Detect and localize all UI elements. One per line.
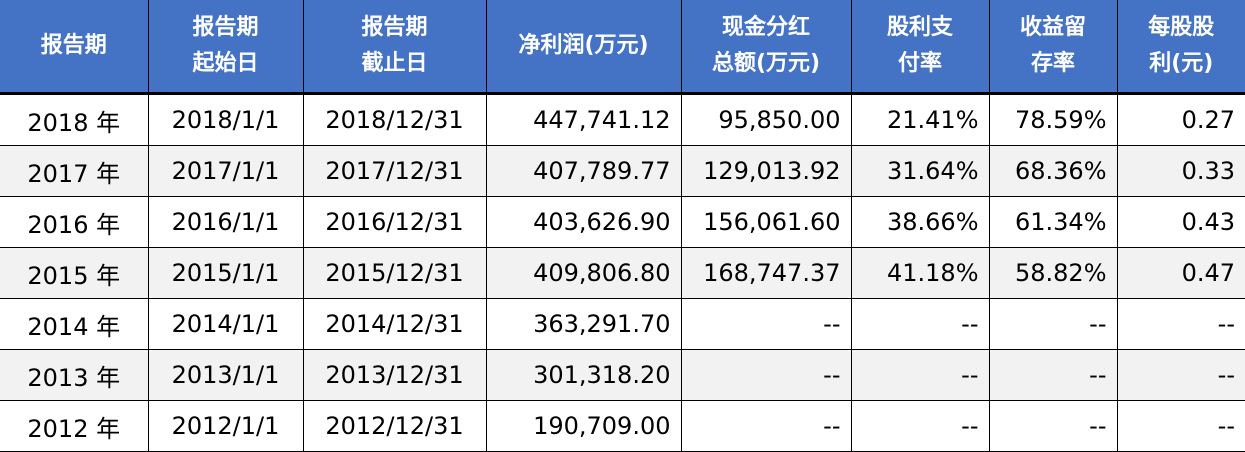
table-cell: 0.43 xyxy=(1116,196,1245,248)
table-cell: -- xyxy=(988,349,1118,401)
column-header-line: 报告期 xyxy=(361,15,428,40)
table-cell: -- xyxy=(1116,298,1245,350)
table-cell: 2015/12/31 xyxy=(302,247,487,299)
table-cell: 2016 年 xyxy=(0,196,149,248)
table-cell: 2013 年 xyxy=(0,349,149,401)
table-cell: -- xyxy=(988,298,1118,350)
column-header: 报告期 起始日 xyxy=(147,0,304,95)
table-cell: 2018 年 xyxy=(0,93,149,146)
table-cell: 407,789.77 xyxy=(485,145,682,197)
table-cell: 2018/12/31 xyxy=(302,93,487,146)
column-header-line: 利(元) xyxy=(1149,51,1214,76)
column-header: 净利润(万元) xyxy=(485,0,682,95)
table-cell: 95,850.00 xyxy=(680,93,852,146)
table-row: 2015 年 2015/1/1 2015/12/31 409,806.80 168,74… xyxy=(0,247,1245,299)
column-header-line: 存率 xyxy=(1030,51,1075,76)
table-cell: -- xyxy=(1116,349,1245,401)
column-header: 现金分红总额(万元) xyxy=(680,0,852,95)
column-header-line: 总额(万元) xyxy=(711,51,821,76)
table-cell: 403,626.90 xyxy=(485,196,682,248)
table-cell: 2012 年 xyxy=(0,400,149,452)
table-row: 2018 年 2018/1/1 2018/12/31 447,741.12 95,850… xyxy=(0,93,1245,146)
table-cell: 21.41% xyxy=(850,93,990,146)
column-header-line: 起始日 xyxy=(192,51,259,76)
table-cell: 2013/1/1 xyxy=(147,349,304,401)
table-cell: 41.18% xyxy=(850,247,990,299)
table-cell: 2014 年 xyxy=(0,298,149,350)
table-cell: 2014/12/31 xyxy=(302,298,487,350)
table-cell: 0.47 xyxy=(1116,247,1245,299)
column-header-line: 净利润(万元) xyxy=(518,33,649,58)
column-header-line: 截止日 xyxy=(361,51,428,76)
table-cell: 168,747.37 xyxy=(680,247,852,299)
table-row: 2016 年 2016/1/1 2016/12/31 403,626.90 156,06… xyxy=(0,196,1245,248)
column-header-line: 报告期 xyxy=(192,15,259,40)
table-cell: 2018/1/1 xyxy=(147,93,304,146)
table-cell: 409,806.80 xyxy=(485,247,682,299)
table-cell: 38.66% xyxy=(850,196,990,248)
table-cell: 0.27 xyxy=(1116,93,1245,146)
column-header-line: 现金分红 xyxy=(721,15,810,40)
table-cell: 31.64% xyxy=(850,145,990,197)
table-cell: -- xyxy=(850,349,990,401)
table-cell: 2015 年 xyxy=(0,247,149,299)
column-header: 股利支 付率 xyxy=(850,0,990,95)
column-header: 每股股利(元) xyxy=(1116,0,1245,95)
table-cell: 2013/12/31 xyxy=(302,349,487,401)
column-header-line: 收益留 xyxy=(1019,15,1086,40)
table-cell: 156,061.60 xyxy=(680,196,852,248)
table-cell: -- xyxy=(988,400,1118,452)
table-cell: 190,709.00 xyxy=(485,400,682,452)
table-cell: -- xyxy=(850,400,990,452)
table-cell: -- xyxy=(680,298,852,350)
table-cell: -- xyxy=(1116,400,1245,452)
table-cell: 2012/1/1 xyxy=(147,400,304,452)
table-cell: 2017/12/31 xyxy=(302,145,487,197)
table-row: 2013 年 2013/1/1 2013/12/31 301,318.20 -- -- --… xyxy=(0,349,1245,401)
table-cell: 2017 年 xyxy=(0,145,149,197)
table-cell: 61.34% xyxy=(988,196,1118,248)
table-cell: 58.82% xyxy=(988,247,1118,299)
column-header: 报告期 截止日 xyxy=(302,0,487,95)
column-header-line: 股利支 xyxy=(886,15,953,40)
table-cell: 0.33 xyxy=(1116,145,1245,197)
table-cell: 363,291.70 xyxy=(485,298,682,350)
table-cell: -- xyxy=(680,400,852,452)
table-cell: 68.36% xyxy=(988,145,1118,197)
column-header: 收益留 存率 xyxy=(988,0,1118,95)
table-row: 2017 年 2017/1/1 2017/12/31 407,789.77 129,01… xyxy=(0,145,1245,197)
table-cell: 447,741.12 xyxy=(485,93,682,146)
column-header-line: 付率 xyxy=(897,51,942,76)
table-cell: 2014/1/1 xyxy=(147,298,304,350)
table-cell: -- xyxy=(680,349,852,401)
column-header-line: 报告期 xyxy=(40,33,107,58)
column-header-line: 每股股 xyxy=(1148,15,1215,40)
table-cell: 2012/12/31 xyxy=(302,400,487,452)
table-cell: 129,013.92 xyxy=(680,145,852,197)
table-cell: 2016/1/1 xyxy=(147,196,304,248)
table-cell: -- xyxy=(850,298,990,350)
header-row: 报告期 报告期 起始日 报告期 截止日 净利润(万元) 现金分红 总额(万元) 股利支 付率 收益留… xyxy=(0,0,1245,95)
table-cell: 301,318.20 xyxy=(485,349,682,401)
table-row: 2012 年 2012/1/1 2012/12/31 190,709.00 -- -- --… xyxy=(0,400,1245,452)
column-header: 报告期 xyxy=(0,0,149,95)
table-cell: 2015/1/1 xyxy=(147,247,304,299)
table-cell: 2016/12/31 xyxy=(302,196,487,248)
table-cell: 78.59% xyxy=(988,93,1118,146)
table-cell: 2017/1/1 xyxy=(147,145,304,197)
table-row: 2014 年 2014/1/1 2014/12/31 363,291.70 -- -- --… xyxy=(0,298,1245,350)
